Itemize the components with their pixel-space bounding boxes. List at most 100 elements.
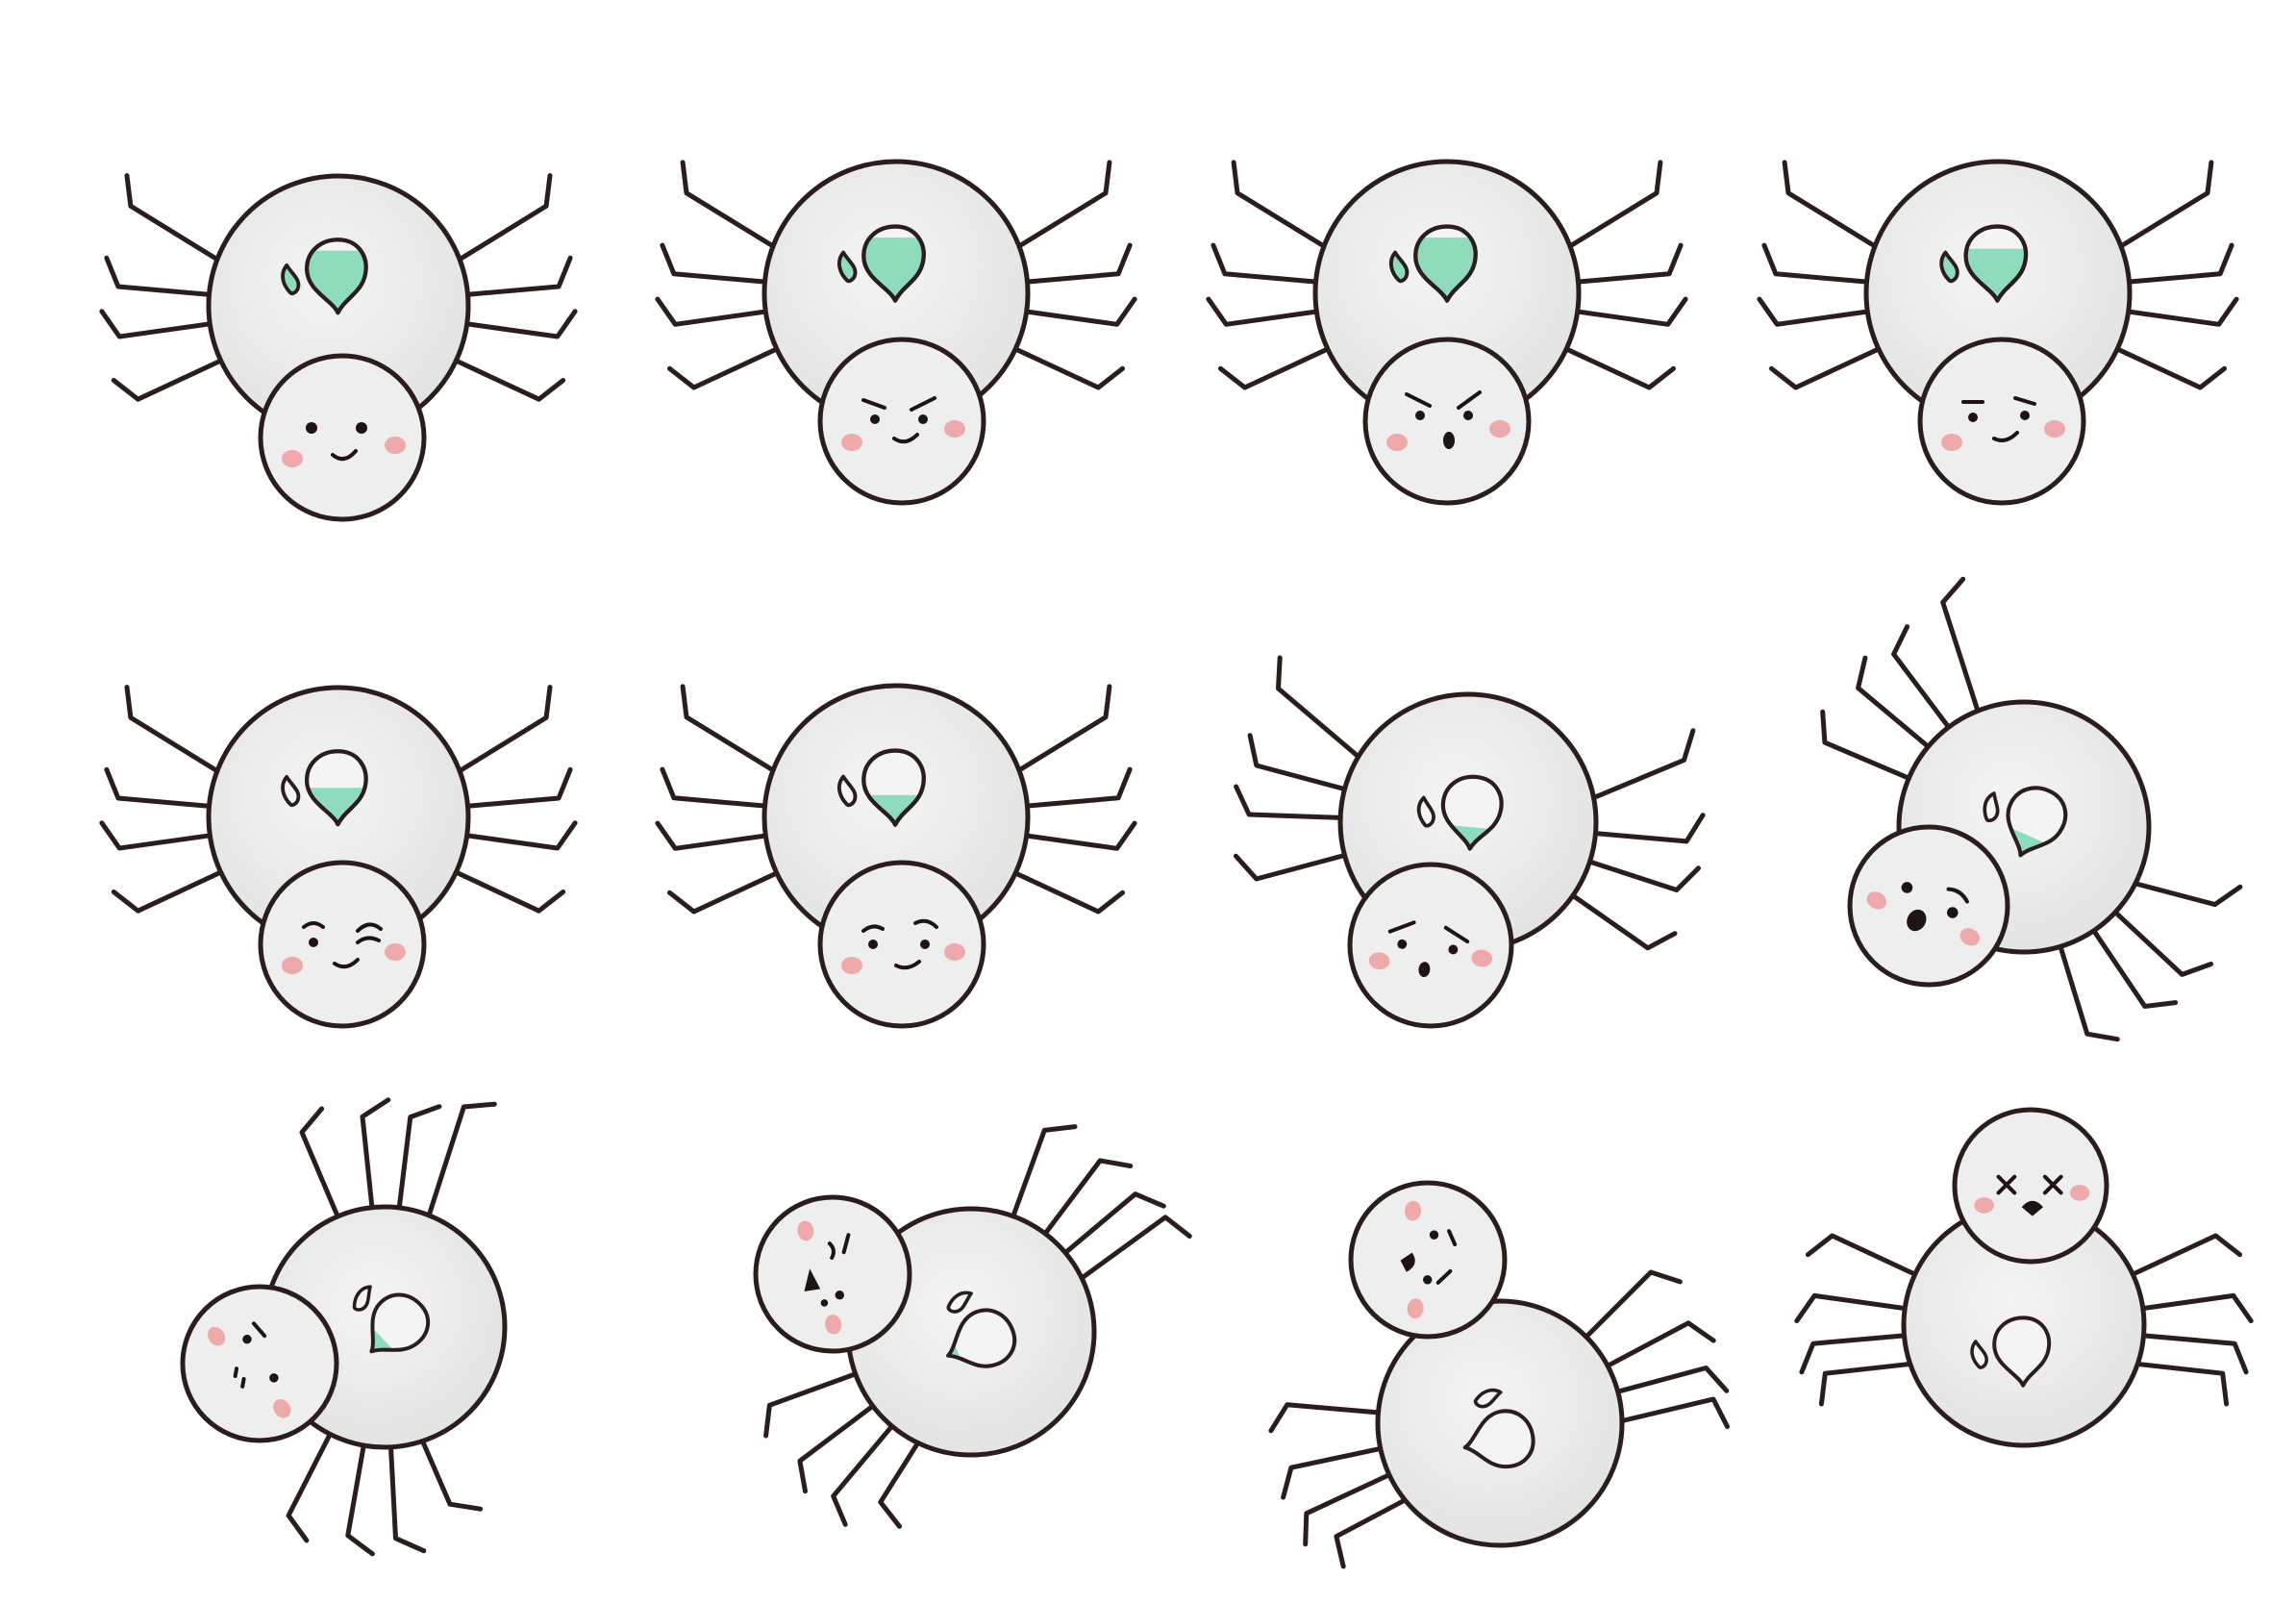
spider-face	[1368, 920, 1493, 978]
face-line	[1387, 920, 1416, 934]
spider-leg	[1206, 296, 1330, 327]
small-drop	[1939, 250, 1959, 284]
face-line	[841, 1233, 851, 1255]
face-line	[333, 958, 360, 969]
eye	[309, 938, 318, 947]
spider-face	[1941, 396, 2065, 451]
spider-leg	[448, 685, 553, 779]
spider-leg	[1210, 242, 1329, 286]
eye	[242, 1334, 252, 1344]
mouth	[1907, 909, 1927, 932]
spider-leg	[454, 309, 578, 339]
spider-leg	[1554, 341, 1676, 390]
cheek	[385, 437, 406, 454]
face-line	[233, 1366, 246, 1389]
eye	[918, 414, 928, 424]
spider-leg	[423, 1101, 497, 1227]
spider-grid	[99, 159, 2254, 1569]
cheek	[1941, 434, 1962, 451]
spider-leg	[1583, 813, 1706, 844]
spider-leg	[455, 255, 573, 298]
eye	[1423, 1275, 1433, 1285]
spider-11	[1268, 1180, 1730, 1569]
spider-8	[1820, 576, 2243, 1042]
spider-face	[1974, 1174, 2090, 1216]
cheek	[1489, 420, 1510, 438]
spider-face	[841, 918, 965, 974]
spider-leg	[1794, 1292, 1917, 1324]
eye	[1463, 411, 1473, 420]
drop-outline	[946, 1308, 1017, 1368]
face-line	[1405, 392, 1432, 408]
spider-leg	[831, 1416, 901, 1527]
spider-face	[207, 1321, 291, 1418]
cheek	[1407, 1298, 1424, 1319]
spider-leg	[1036, 1158, 1134, 1244]
spider-leg	[2125, 1360, 2230, 1407]
spider-leg	[104, 255, 222, 298]
small-drop	[281, 774, 301, 807]
spider-leg	[387, 1435, 427, 1554]
eye	[920, 940, 930, 949]
spider-head	[1362, 337, 1532, 506]
cheek	[944, 420, 965, 438]
eye	[1429, 1230, 1439, 1240]
spider-leg	[454, 820, 578, 851]
spider-leg	[1596, 1320, 1716, 1373]
spider-leg	[1007, 1124, 1078, 1228]
spider-leg	[1218, 341, 1340, 390]
spider-leg	[1071, 1215, 1192, 1287]
drop-outline	[1413, 224, 1478, 303]
mouth	[1443, 432, 1455, 449]
eye	[1946, 907, 1959, 918]
spider-leg	[124, 685, 229, 779]
spider-leg	[1799, 1332, 1916, 1375]
face-line	[861, 398, 886, 410]
face-line	[1443, 925, 1470, 944]
drop-outline	[1992, 1316, 2052, 1388]
eye	[356, 422, 367, 434]
drop-outline	[1963, 224, 2029, 303]
cheek	[282, 450, 303, 467]
eye	[2020, 411, 2030, 420]
spider-leg	[416, 1429, 484, 1512]
spider-face	[282, 422, 406, 467]
face-line	[913, 918, 938, 929]
spider-leg	[1334, 1492, 1416, 1569]
spider-leg	[797, 1397, 884, 1494]
drop-outline	[2006, 786, 2068, 858]
spider-leg	[455, 766, 573, 810]
spider-face	[841, 396, 965, 451]
spider-leg	[2132, 1332, 2249, 1375]
spider-leg	[660, 766, 778, 810]
mouth	[1418, 962, 1431, 978]
spider-leg	[1268, 1402, 1391, 1434]
spider-head	[817, 860, 986, 1029]
spider-head	[1952, 1107, 2109, 1265]
cheek	[825, 1314, 842, 1335]
face-line	[251, 1321, 267, 1339]
drop-outline	[1462, 1409, 1535, 1469]
spider-leg	[1891, 624, 1958, 738]
spider-face	[1866, 882, 1980, 946]
spider-leg	[1558, 160, 1663, 255]
mouth	[804, 1268, 821, 1292]
spider-leg	[1577, 1269, 1683, 1346]
face-line	[1946, 887, 1969, 904]
spider-leg	[1805, 1233, 1927, 1281]
spider-leg	[680, 160, 786, 255]
cheek	[2069, 1185, 2090, 1201]
spider-leg	[1007, 684, 1112, 779]
spider-leg	[1303, 1467, 1401, 1547]
small-drop	[281, 263, 301, 295]
spider-leg	[878, 1432, 926, 1529]
spider-leg	[1818, 1360, 1923, 1407]
spider-leg	[99, 309, 223, 339]
spider-leg	[1582, 728, 1696, 805]
eye	[870, 414, 880, 424]
spider-head	[1348, 1180, 1508, 1340]
cheek	[207, 1326, 226, 1346]
spider-leg	[667, 865, 789, 915]
spider-leg	[1561, 887, 1678, 951]
drop-outline	[304, 238, 368, 315]
